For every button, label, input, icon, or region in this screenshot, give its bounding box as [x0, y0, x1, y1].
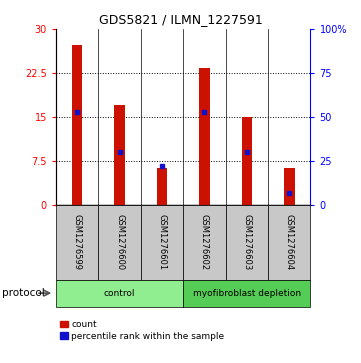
Text: protocol: protocol — [2, 288, 44, 298]
Bar — [226, 205, 268, 280]
Bar — [141, 205, 183, 280]
Bar — [284, 168, 295, 205]
Text: GSM1276601: GSM1276601 — [157, 214, 166, 270]
Text: GSM1276603: GSM1276603 — [242, 214, 251, 270]
Text: control: control — [104, 289, 135, 298]
Bar — [72, 45, 82, 205]
Bar — [157, 168, 167, 205]
Bar — [242, 117, 252, 205]
Bar — [183, 205, 226, 280]
Bar — [56, 205, 98, 280]
Legend: count, percentile rank within the sample: count, percentile rank within the sample — [61, 320, 225, 340]
Bar — [183, 280, 310, 307]
Text: GDS5821 / ILMN_1227591: GDS5821 / ILMN_1227591 — [99, 13, 262, 26]
Bar — [268, 205, 310, 280]
Bar — [199, 68, 210, 205]
Text: GSM1276599: GSM1276599 — [73, 214, 82, 270]
Text: GSM1276602: GSM1276602 — [200, 214, 209, 270]
Bar — [98, 205, 141, 280]
Text: GSM1276600: GSM1276600 — [115, 214, 124, 270]
Bar — [114, 105, 125, 205]
Text: myofibroblast depletion: myofibroblast depletion — [193, 289, 301, 298]
Bar — [56, 280, 183, 307]
Text: GSM1276604: GSM1276604 — [285, 214, 294, 270]
